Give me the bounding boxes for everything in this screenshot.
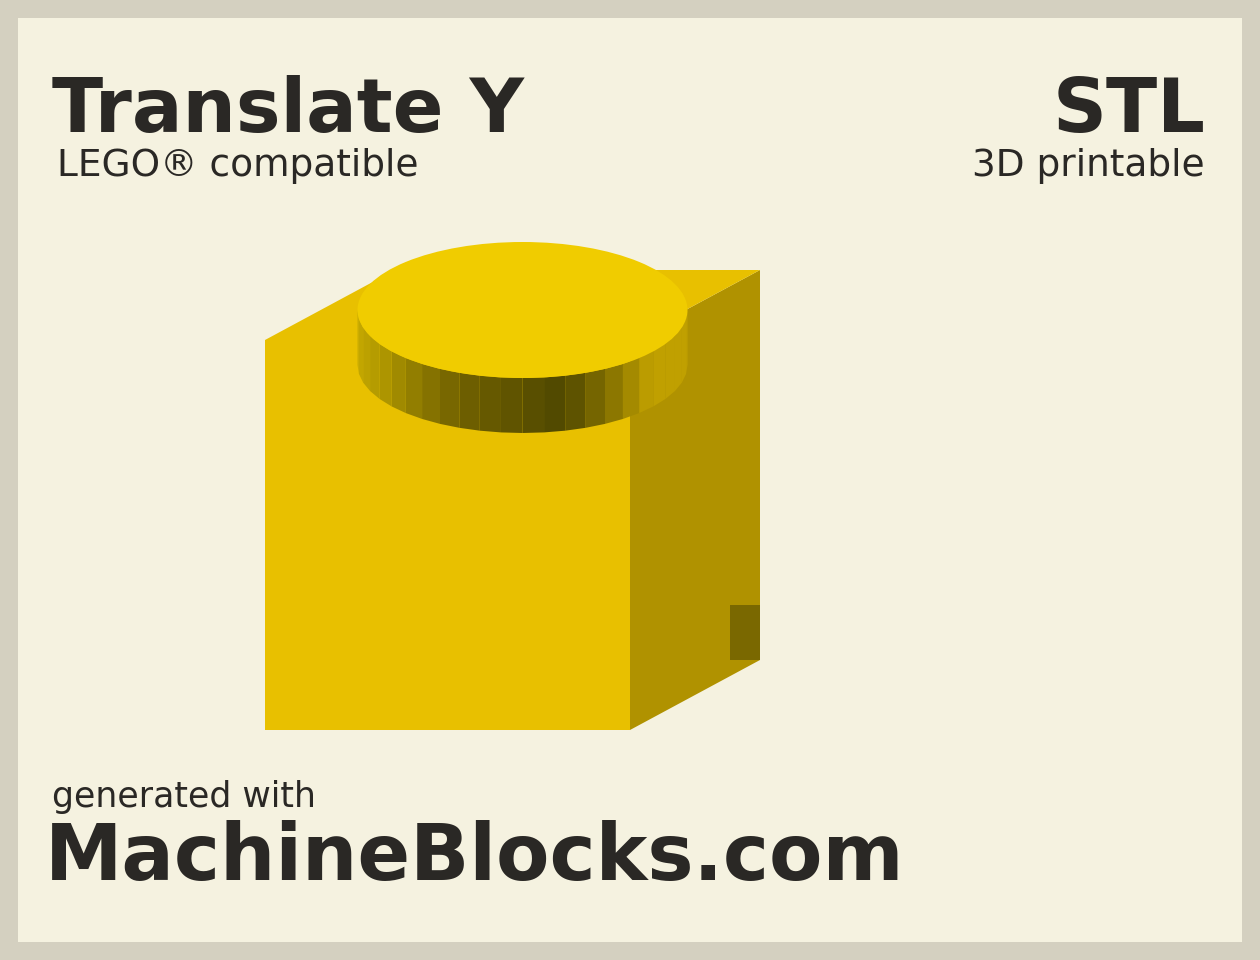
Polygon shape	[440, 369, 460, 428]
Polygon shape	[406, 358, 422, 419]
Polygon shape	[682, 319, 687, 383]
Polygon shape	[586, 369, 605, 428]
Polygon shape	[460, 372, 480, 431]
Polygon shape	[687, 310, 688, 373]
Polygon shape	[630, 270, 760, 730]
Polygon shape	[363, 327, 370, 391]
Polygon shape	[654, 344, 665, 406]
Polygon shape	[544, 375, 566, 432]
Polygon shape	[370, 336, 379, 399]
Text: STL: STL	[1052, 75, 1205, 148]
Polygon shape	[622, 358, 639, 419]
Polygon shape	[566, 372, 586, 431]
Text: generated with: generated with	[52, 780, 316, 814]
Text: Translate Y: Translate Y	[52, 75, 524, 148]
Polygon shape	[359, 319, 363, 383]
Polygon shape	[392, 351, 406, 413]
Polygon shape	[523, 377, 544, 433]
Polygon shape	[730, 605, 760, 660]
Polygon shape	[501, 377, 523, 433]
Polygon shape	[265, 340, 630, 730]
FancyBboxPatch shape	[18, 18, 1242, 942]
Polygon shape	[358, 310, 359, 373]
Text: 3D printable: 3D printable	[973, 148, 1205, 184]
Polygon shape	[605, 364, 622, 424]
Ellipse shape	[358, 242, 688, 378]
Polygon shape	[480, 375, 501, 432]
Text: MachineBlocks.com: MachineBlocks.com	[45, 820, 905, 896]
Polygon shape	[639, 351, 654, 413]
Polygon shape	[665, 336, 675, 399]
Polygon shape	[265, 270, 760, 340]
Polygon shape	[675, 327, 682, 391]
Polygon shape	[422, 364, 440, 424]
Polygon shape	[379, 344, 392, 406]
Text: LEGO® compatible: LEGO® compatible	[57, 148, 418, 184]
